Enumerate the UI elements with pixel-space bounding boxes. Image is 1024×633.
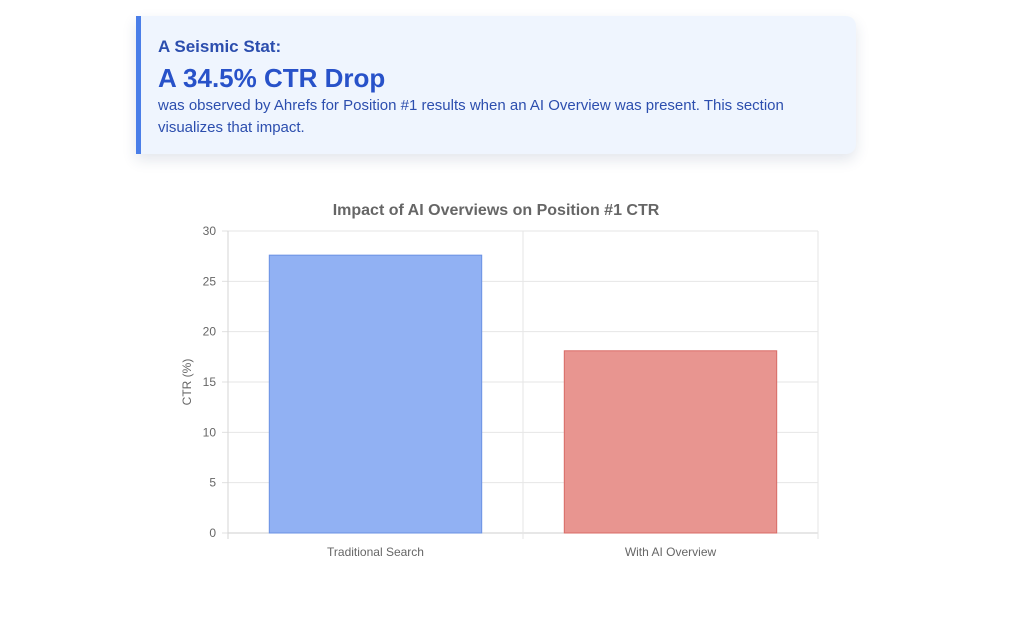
x-axis-ticks: Traditional Search With AI Overview (327, 545, 716, 559)
y-tick-label: 25 (203, 274, 217, 288)
stat-kicker: A Seismic Stat: (158, 37, 282, 56)
chart-bars (268, 254, 778, 534)
stat-body-text: was observed by Ahrefs for Position #1 r… (158, 97, 784, 136)
stat-callout-card: A Seismic Stat: A 34.5% CTR Drop was obs… (136, 16, 856, 154)
x-tick-label: Traditional Search (327, 545, 424, 559)
chart-grid (222, 230, 819, 539)
y-axis-label: CTR (%) (180, 359, 194, 406)
bar-with-ai-overview (563, 350, 778, 534)
y-tick-label: 20 (203, 325, 217, 339)
y-tick-label: 30 (203, 224, 217, 238)
y-tick-label: 10 (203, 425, 217, 439)
y-axis-ticks: 0 5 10 15 20 25 30 (203, 224, 217, 540)
y-tick-label: 15 (203, 375, 217, 389)
bar-traditional-search (268, 254, 483, 534)
y-tick-label: 0 (209, 526, 216, 540)
x-tick-label: With AI Overview (625, 545, 717, 559)
chart-title: Impact of AI Overviews on Position #1 CT… (333, 202, 660, 219)
stat-headline: A 34.5% CTR Drop (158, 63, 386, 93)
y-tick-label: 5 (209, 476, 216, 490)
